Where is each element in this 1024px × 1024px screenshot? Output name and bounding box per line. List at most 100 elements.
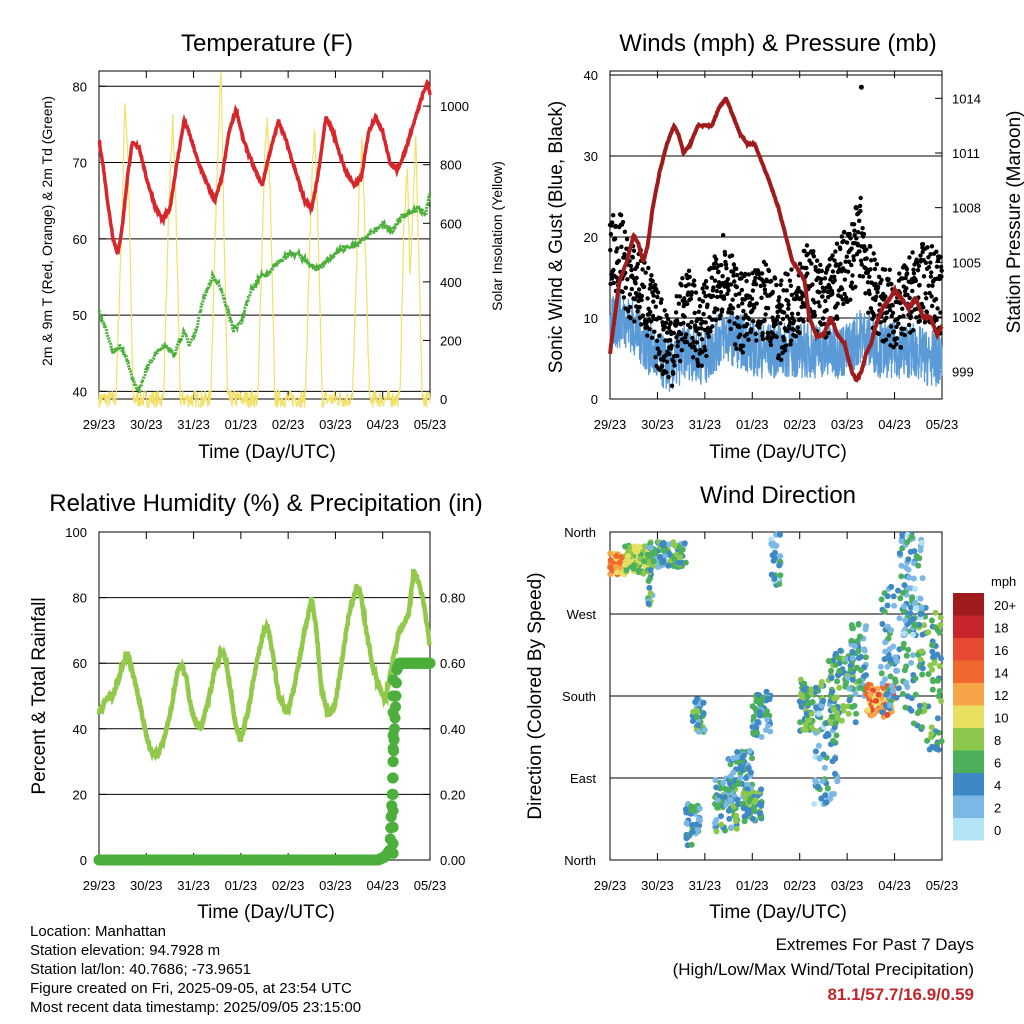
- relative-humidity-line: [96, 568, 432, 762]
- wind-direction-point: [863, 685, 870, 692]
- gust-point: [820, 294, 825, 299]
- gust-point: [781, 338, 787, 343]
- wind-direction-point: [820, 751, 827, 758]
- gust-point: [691, 339, 696, 345]
- gust-point: [791, 327, 796, 332]
- gust-point: [875, 284, 881, 290]
- gust-point: [655, 346, 660, 351]
- gust-point: [781, 288, 786, 293]
- wind-direction-point: [934, 677, 941, 684]
- gust-point: [779, 303, 784, 308]
- gust-point: [631, 248, 637, 253]
- temperature-xtick-label: 01/23: [225, 417, 258, 432]
- wind-direction-point: [657, 554, 663, 560]
- gust-point: [611, 213, 616, 218]
- gust-point: [750, 271, 755, 276]
- gust-point: [672, 363, 677, 368]
- wind-direction-point: [764, 716, 771, 723]
- wind-direction-point: [768, 536, 775, 543]
- gust-point: [725, 291, 730, 296]
- gust-point: [692, 310, 697, 316]
- wind-direction-point: [938, 655, 944, 662]
- wind-direction-point: [925, 671, 932, 678]
- wind-direction-point: [919, 575, 926, 582]
- wind-direction-point: [854, 637, 861, 644]
- wind-direction-point: [881, 656, 888, 663]
- gust-point: [926, 283, 931, 288]
- gust-point: [761, 279, 766, 285]
- wind-direction-point: [887, 673, 894, 680]
- wind-direction-point: [803, 710, 810, 717]
- gust-point: [903, 275, 908, 281]
- gust-point: [673, 310, 679, 315]
- solar-insolation-line: [98, 72, 431, 409]
- wind-direction-point: [878, 670, 885, 677]
- wind-direction-point: [728, 824, 735, 831]
- wind-direction-point: [689, 718, 696, 724]
- gust-point: [786, 302, 791, 307]
- temperature-ytick-right-label: 0: [440, 392, 447, 407]
- gust-point: [740, 343, 746, 348]
- wind-direction-point: [625, 553, 631, 559]
- gust-point: [926, 255, 931, 260]
- wind-direction-point: [816, 755, 823, 762]
- gust-point: [759, 271, 765, 276]
- wind-direction-point: [834, 777, 841, 784]
- temperature-ytick-right-label: 600: [440, 216, 462, 231]
- gust-point: [621, 295, 627, 300]
- wind-direction-point: [889, 688, 896, 695]
- gust-point: [883, 294, 888, 299]
- gust-point: [932, 314, 937, 319]
- wind-direction-panel: Wind Direction Time (Day/UTC) Direction …: [525, 482, 1016, 923]
- wind-direction-point: [635, 569, 642, 576]
- gust-point: [739, 271, 744, 276]
- rainfall-point: [387, 847, 399, 859]
- wind-direction-point: [925, 629, 932, 636]
- wind-direction-point: [832, 720, 839, 727]
- latlon-text: Station lat/lon: 40.7686; -73.9651: [30, 961, 252, 978]
- gust-point: [671, 371, 676, 376]
- gust-point: [635, 309, 640, 314]
- wind-direction-point: [929, 686, 936, 693]
- gust-point: [741, 316, 746, 321]
- wind-direction-point: [875, 691, 882, 698]
- gust-point: [826, 330, 831, 336]
- gust-point: [620, 219, 626, 225]
- gust-point: [784, 314, 790, 319]
- gust-point: [721, 296, 727, 301]
- wind-direction-point: [688, 841, 695, 848]
- gust-point: [854, 206, 859, 211]
- gust-point: [789, 311, 795, 316]
- gust-point: [830, 269, 836, 274]
- wind-direction-point: [818, 702, 825, 709]
- wind-direction-point: [831, 695, 838, 702]
- gust-point: [612, 236, 618, 241]
- wind-direction-point: [882, 648, 889, 655]
- wind-direction-point: [908, 659, 915, 666]
- gust-point: [763, 312, 768, 317]
- gust-point: [639, 322, 644, 327]
- wind-direction-point: [879, 680, 886, 687]
- humidity-xtick-label: 30/23: [130, 878, 163, 893]
- gust-point: [749, 296, 755, 301]
- wind-direction-point: [665, 562, 672, 569]
- gust-point: [654, 286, 659, 292]
- rainfall-point: [387, 743, 399, 754]
- rainfall-point: [387, 756, 399, 768]
- wind-direction-point: [812, 777, 819, 784]
- gust-point: [898, 345, 904, 350]
- gust-point: [784, 288, 789, 293]
- gust-point: [812, 309, 817, 315]
- gust-point: [793, 334, 799, 339]
- wind-direction-point: [813, 704, 820, 711]
- gust-point: [797, 330, 802, 335]
- gust-point: [875, 290, 880, 295]
- wind-direction-point: [828, 675, 835, 682]
- gust-point: [783, 343, 789, 348]
- wind-direction-point: [756, 810, 763, 817]
- gust-point: [729, 253, 735, 258]
- created-text: Figure created on Fri, 2025-09-05, at 23…: [30, 980, 352, 997]
- gust-point: [839, 234, 844, 239]
- gust-point: [732, 321, 737, 326]
- gust-point: [703, 294, 708, 299]
